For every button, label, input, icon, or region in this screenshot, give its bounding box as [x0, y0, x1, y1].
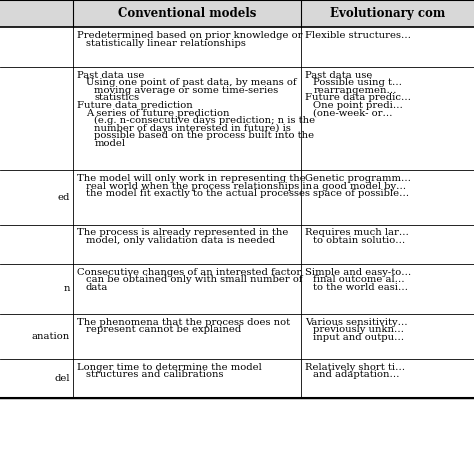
Text: Using one point of past data, by means of: Using one point of past data, by means o…	[86, 78, 296, 87]
Text: Relatively short ti…: Relatively short ti…	[305, 363, 405, 372]
Text: Possible using t…: Possible using t…	[313, 78, 402, 87]
Text: ed: ed	[57, 193, 70, 202]
Text: model: model	[94, 139, 125, 148]
Bar	[0, 0, 474, 27]
Text: to obtain solutio…: to obtain solutio…	[313, 236, 406, 245]
Text: Various sensitivity…: Various sensitivity…	[305, 318, 408, 327]
Text: The model will only work in representing the: The model will only work in representing…	[77, 174, 306, 183]
Text: structures and calibrations: structures and calibrations	[86, 370, 223, 379]
Text: Consecutive changes of an interested factor: Consecutive changes of an interested fac…	[77, 268, 301, 277]
Text: Requires much lar…: Requires much lar…	[305, 228, 409, 237]
Text: statistically linear relationships: statistically linear relationships	[86, 39, 246, 48]
Text: Evolutionary com: Evolutionary com	[330, 7, 445, 20]
Text: moving average or some time-series: moving average or some time-series	[94, 86, 279, 95]
Text: data: data	[86, 283, 108, 292]
Text: real world when the process relationships in: real world when the process relationship…	[86, 182, 312, 191]
Text: to the world easi…: to the world easi…	[313, 283, 408, 292]
Text: Longer time to determine the model: Longer time to determine the model	[77, 363, 262, 372]
Text: n: n	[63, 284, 70, 293]
Text: Future data prediction: Future data prediction	[77, 101, 193, 110]
Text: and adaptation…: and adaptation…	[313, 370, 400, 379]
Text: Past data use: Past data use	[77, 71, 145, 80]
Text: can be obtained only with small number of: can be obtained only with small number o…	[86, 275, 302, 284]
Text: Future data predic…: Future data predic…	[305, 93, 411, 102]
Text: rearrangemen…: rearrangemen…	[313, 86, 397, 95]
Text: represent cannot be explained: represent cannot be explained	[86, 325, 241, 334]
Text: (one-week- or…: (one-week- or…	[313, 109, 393, 118]
Text: del: del	[54, 374, 70, 383]
Text: Genetic programm…: Genetic programm…	[305, 174, 411, 183]
Text: input and outpu…: input and outpu…	[313, 333, 404, 342]
Text: the model fit exactly to the actual processes: the model fit exactly to the actual proc…	[86, 189, 310, 198]
Text: One point predi…: One point predi…	[313, 101, 403, 110]
Text: The phenomena that the process does not: The phenomena that the process does not	[77, 318, 291, 327]
Text: A series of future prediction: A series of future prediction	[86, 109, 229, 118]
Text: number of days interested in future) is: number of days interested in future) is	[94, 124, 291, 133]
Text: space of possible…: space of possible…	[313, 189, 410, 198]
Text: possible based on the process built into the: possible based on the process built into…	[94, 131, 314, 140]
Text: Past data use: Past data use	[305, 71, 372, 80]
Text: a good model by…: a good model by…	[313, 182, 406, 191]
Text: anation: anation	[31, 332, 70, 341]
Text: The process is already represented in the: The process is already represented in th…	[77, 228, 289, 237]
Text: previously unkn…: previously unkn…	[313, 325, 404, 334]
Text: Conventional models: Conventional models	[118, 7, 256, 20]
Text: (e.g. n-consecutive days prediction; n is the: (e.g. n-consecutive days prediction; n i…	[94, 116, 316, 125]
Text: Simple and easy-to…: Simple and easy-to…	[305, 268, 411, 277]
Text: Flexible structures…: Flexible structures…	[305, 31, 411, 40]
Text: Predetermined based on prior knowledge or: Predetermined based on prior knowledge o…	[77, 31, 303, 40]
Text: final outcome al…: final outcome al…	[313, 275, 405, 284]
Text: statistics: statistics	[94, 93, 139, 102]
Text: model, only validation data is needed: model, only validation data is needed	[86, 236, 275, 245]
